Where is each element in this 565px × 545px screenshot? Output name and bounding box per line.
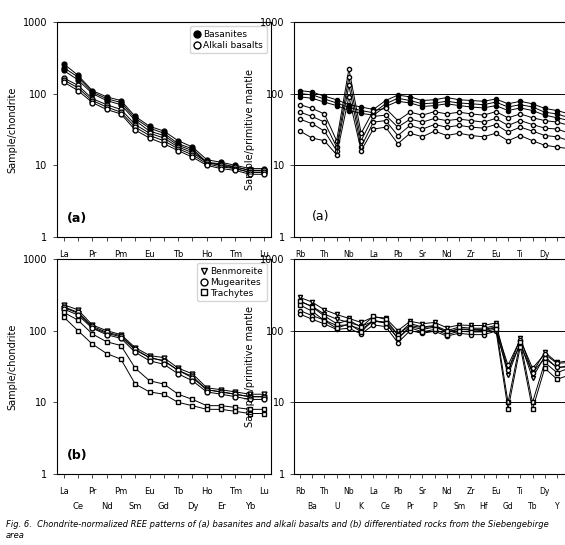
Text: Zr: Zr: [467, 487, 476, 496]
Text: Zr: Zr: [467, 250, 476, 259]
Text: Tm: Tm: [229, 487, 242, 496]
Text: Ce: Ce: [381, 265, 390, 274]
Text: Tb: Tb: [173, 250, 184, 259]
Text: Pb: Pb: [393, 487, 403, 496]
Text: Dy: Dy: [540, 250, 550, 259]
Text: Dy: Dy: [540, 487, 550, 496]
Text: Tb: Tb: [528, 502, 537, 511]
Text: Sr: Sr: [418, 487, 427, 496]
Text: Nb: Nb: [344, 487, 354, 496]
Text: Eu: Eu: [491, 487, 501, 496]
Y-axis label: Sample/chondrite: Sample/chondrite: [7, 323, 18, 410]
Y-axis label: Sample/chondrite: Sample/chondrite: [7, 86, 18, 173]
Text: (a): (a): [311, 210, 329, 223]
Text: Rb: Rb: [295, 250, 305, 259]
Text: Pr: Pr: [406, 502, 414, 511]
Text: Hf: Hf: [479, 502, 488, 511]
Text: Pr: Pr: [88, 250, 97, 259]
Text: Nb: Nb: [344, 250, 354, 259]
Text: Er: Er: [217, 265, 225, 274]
Text: Eu: Eu: [144, 250, 155, 259]
Text: Sm: Sm: [128, 265, 142, 274]
Text: (a): (a): [67, 212, 88, 225]
Text: Ho: Ho: [201, 487, 212, 496]
Text: (b): (b): [67, 449, 88, 462]
Text: Th: Th: [320, 487, 329, 496]
Text: La: La: [369, 487, 378, 496]
Text: Ba: Ba: [307, 502, 317, 511]
Text: Sm: Sm: [453, 265, 465, 274]
Text: Y: Y: [555, 502, 559, 511]
Text: Lu: Lu: [259, 487, 269, 496]
Text: La: La: [59, 250, 68, 259]
Text: Lu: Lu: [259, 250, 269, 259]
Text: K: K: [359, 502, 364, 511]
Y-axis label: Sample/primitive mantle: Sample/primitive mantle: [245, 306, 255, 427]
Text: Nd: Nd: [101, 265, 112, 274]
Text: Hf: Hf: [479, 265, 488, 274]
Text: Ti: Ti: [517, 487, 524, 496]
Text: Gd: Gd: [503, 502, 514, 511]
Text: K: K: [359, 265, 364, 274]
Text: Ce: Ce: [72, 502, 84, 511]
Text: Yb: Yb: [245, 502, 255, 511]
Legend: Benmoreite, Mugearites, Trachytes: Benmoreite, Mugearites, Trachytes: [197, 263, 267, 301]
Text: Ti: Ti: [517, 250, 524, 259]
Text: Fig. 6.  Chondrite-normalized REE patterns of (a) basanites and alkali basalts a: Fig. 6. Chondrite-normalized REE pattern…: [6, 520, 549, 540]
Text: Gd: Gd: [158, 502, 170, 511]
Text: Y: Y: [555, 265, 559, 274]
Text: Tb: Tb: [528, 265, 537, 274]
Legend: Basanites, Alkali basalts: Basanites, Alkali basalts: [190, 26, 267, 53]
Text: Er: Er: [217, 502, 225, 511]
Text: Gd: Gd: [158, 265, 170, 274]
Text: Dy: Dy: [186, 502, 198, 511]
Text: Pr: Pr: [406, 265, 414, 274]
Text: Eu: Eu: [144, 487, 155, 496]
Text: U: U: [334, 265, 340, 274]
Text: Gd: Gd: [503, 265, 514, 274]
Text: U: U: [334, 502, 340, 511]
Text: Pb: Pb: [393, 250, 403, 259]
Text: Ho: Ho: [201, 250, 212, 259]
Text: Sm: Sm: [453, 502, 465, 511]
Text: P: P: [432, 265, 437, 274]
Text: Ce: Ce: [381, 502, 390, 511]
Text: Sr: Sr: [418, 250, 427, 259]
Text: Tm: Tm: [229, 250, 242, 259]
Text: Yb: Yb: [245, 265, 255, 274]
Text: La: La: [59, 487, 68, 496]
Text: Pm: Pm: [114, 250, 128, 259]
Text: Ce: Ce: [72, 265, 84, 274]
Text: Sm: Sm: [128, 502, 142, 511]
Text: Rb: Rb: [295, 487, 305, 496]
Text: Nd: Nd: [101, 502, 112, 511]
Text: La: La: [369, 250, 378, 259]
Text: Nd: Nd: [441, 250, 452, 259]
Text: Dy: Dy: [186, 265, 198, 274]
Text: Pr: Pr: [88, 487, 97, 496]
Text: Ba: Ba: [307, 265, 317, 274]
Text: Nd: Nd: [441, 487, 452, 496]
Text: Th: Th: [320, 250, 329, 259]
Text: Eu: Eu: [491, 250, 501, 259]
Text: Tb: Tb: [173, 487, 184, 496]
Y-axis label: Sample/primitive mantle: Sample/primitive mantle: [245, 69, 255, 190]
Text: P: P: [432, 502, 437, 511]
Text: Pm: Pm: [114, 487, 128, 496]
